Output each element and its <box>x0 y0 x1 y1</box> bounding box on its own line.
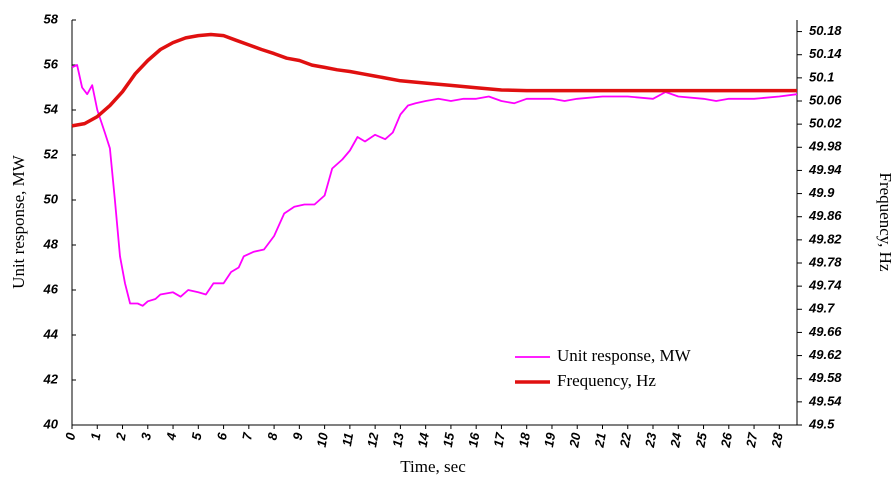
y2-tick-label: 49.86 <box>808 208 842 223</box>
y2-tick-label: 49.58 <box>808 370 842 385</box>
x-tick-label: 25 <box>692 431 710 450</box>
x-tick-label: 12 <box>364 431 381 449</box>
y-tick-label: 56 <box>44 56 59 71</box>
y2-tick-label: 49.54 <box>808 393 842 408</box>
y2-tick-label: 49.9 <box>808 185 835 200</box>
y-tick-label: 54 <box>44 101 59 116</box>
y2-tick-label: 50.06 <box>809 92 842 107</box>
y2-tick-label: 50.1 <box>809 69 834 84</box>
y2-axis-title: Frequency, Hz <box>876 173 895 272</box>
x-tick-label: 10 <box>314 431 331 449</box>
y-tick-label: 46 <box>43 281 59 296</box>
y2-tick-label: 50.02 <box>809 116 842 131</box>
x-tick-label: 18 <box>516 431 533 449</box>
series-line <box>71 32 797 128</box>
x-tick-label: 28 <box>768 431 786 450</box>
y-axis-title: Unit response, MW <box>9 154 28 289</box>
x-tick-label: 5 <box>189 431 205 441</box>
y-tick-label: 48 <box>43 236 59 251</box>
x-tick-label: 8 <box>264 431 280 441</box>
y-tick-label: 40 <box>43 416 59 431</box>
y2-tick-label: 49.5 <box>808 416 835 431</box>
x-tick-label: 26 <box>718 431 736 450</box>
y2-tick-label: 49.7 <box>808 301 835 316</box>
y2-tick-label: 49.66 <box>808 324 842 339</box>
x-tick-label: 13 <box>389 431 406 449</box>
x-tick-label: 3 <box>138 431 154 441</box>
x-tick-label: 23 <box>642 431 660 450</box>
x-tick-label: 27 <box>743 431 761 450</box>
y2-tick-label: 49.62 <box>808 347 842 362</box>
x-tick-label: 14 <box>415 431 432 449</box>
legend-label: Unit response, MW <box>557 346 692 365</box>
y-tick-label: 52 <box>44 146 59 161</box>
x-tick-label: 16 <box>465 431 482 449</box>
y2-tick-label: 50.14 <box>809 46 842 61</box>
y2-tick-label: 49.82 <box>808 231 842 246</box>
y-tick-label: 50 <box>44 191 59 206</box>
y2-tick-label: 49.98 <box>808 139 842 154</box>
y-tick-label: 58 <box>44 11 59 26</box>
x-tick-label: 22 <box>617 431 635 450</box>
x-tick-label: 19 <box>541 431 558 449</box>
x-tick-label: 17 <box>490 431 507 449</box>
x-tick-label: 2 <box>113 431 129 442</box>
x-tick-label: 9 <box>290 431 306 441</box>
y2-tick-label: 49.74 <box>808 278 842 293</box>
legend-label: Frequency, Hz <box>557 371 656 390</box>
x-tick-label: 15 <box>440 431 457 449</box>
y2-tick-label: 49.94 <box>808 162 842 177</box>
y2-tick-label: 49.78 <box>808 254 842 269</box>
x-tick-label: 24 <box>667 431 685 450</box>
series-line <box>71 64 798 307</box>
x-tick-label: 4 <box>163 431 179 442</box>
x-tick-label: 21 <box>591 432 608 450</box>
x-tick-label: 1 <box>88 432 104 442</box>
x-tick-label: 6 <box>214 431 230 441</box>
y-tick-label: 44 <box>43 326 59 341</box>
x-tick-label: 7 <box>239 431 255 441</box>
x-tick-label: 20 <box>566 431 584 450</box>
x-tick-label: 11 <box>339 432 356 448</box>
y-tick-label: 42 <box>43 371 59 386</box>
y2-tick-label: 50.18 <box>809 23 842 38</box>
x-tick-label: 0 <box>62 431 78 441</box>
x-axis-title: Time, sec <box>400 457 466 476</box>
